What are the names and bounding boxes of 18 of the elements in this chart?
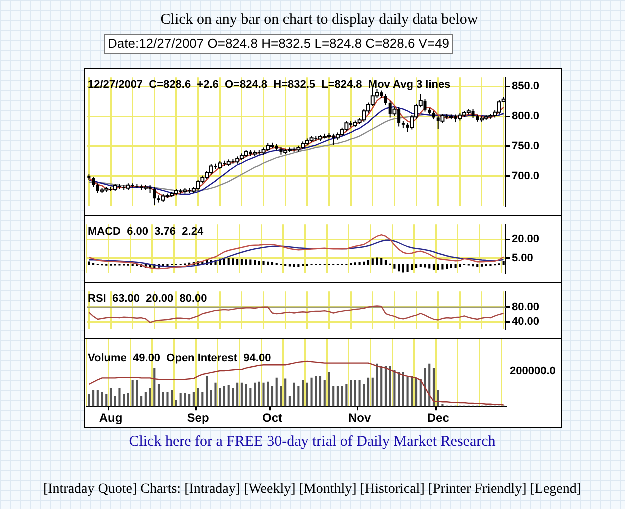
x-tick-label: Sep: [187, 411, 210, 426]
y-tick-label: 40.00: [512, 316, 540, 328]
x-tick-label: Oct: [262, 411, 283, 426]
x-tick-label: Nov: [348, 411, 372, 426]
y-tick-label: 850.0: [512, 80, 540, 93]
y-tick-label: 20.00: [512, 234, 540, 246]
text: [Intraday Quote] Charts: [Intraday] [Weekly] [Monthly] [Historical] [Printer Friendly] [Legend]: [42, 482, 583, 498]
chart-subtitle: Date:12/27/2007 O=824.8 H=832.5 L=824.8 C=828.6 V=49: [104, 34, 453, 54]
chart-title: Click on any bar on chart to display daily data below: [160, 12, 480, 29]
x-tick-label: Dec: [427, 411, 450, 426]
y-tick-label: 700.0: [512, 170, 540, 182]
y-tick-label: 800.0: [512, 110, 540, 123]
text: 200000.0: [510, 365, 556, 378]
x-tick-label: Aug: [99, 411, 123, 426]
text: Click here for a FREE 30-day trial of Daily Market Research: [128, 434, 497, 451]
y-tick-label: 750.0: [512, 140, 540, 153]
y-tick-label: 5.00: [512, 252, 534, 264]
y-tick-label: 80.00: [512, 301, 540, 314]
